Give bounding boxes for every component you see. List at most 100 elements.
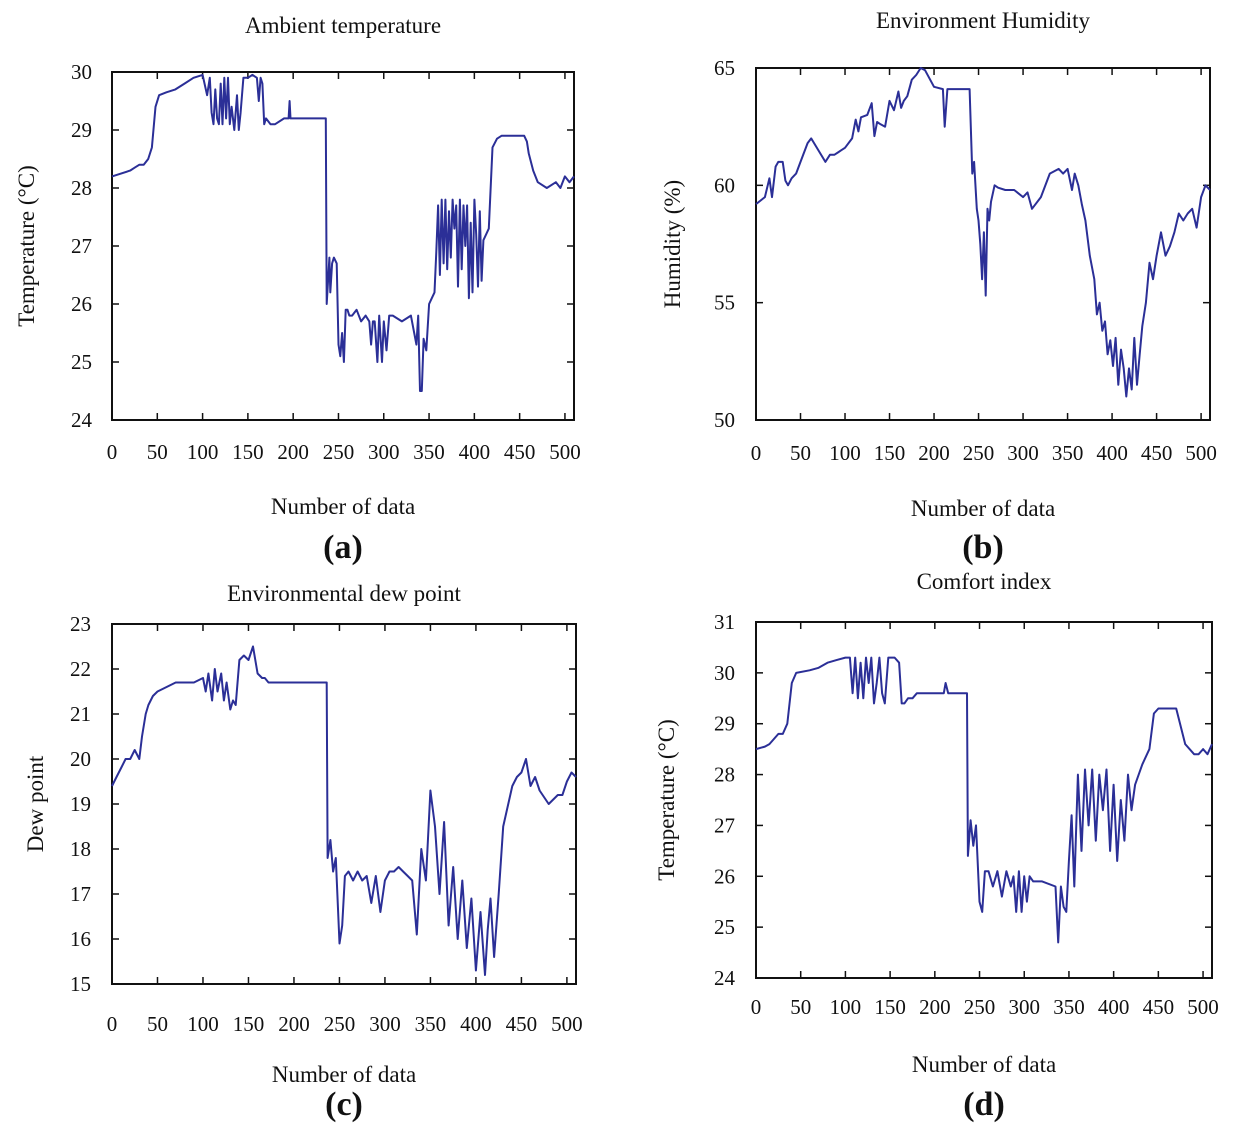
plot-frame	[755, 621, 1213, 979]
chart-title: Environmental dew point	[227, 581, 461, 606]
y-tick-label: 29	[714, 712, 735, 736]
x-tick-label: 500	[549, 440, 581, 464]
plot-frame	[755, 67, 1211, 421]
y-tick-label: 16	[70, 927, 91, 951]
y-tick-label: 17	[70, 882, 91, 906]
y-axis-label: Dew point	[23, 755, 48, 852]
panel-label: (c)	[325, 1086, 363, 1123]
chart-panel-a: Ambient temperature 0 50 100 150 200 250 300 350…	[0, 0, 620, 570]
x-axis-label: Number of data	[272, 1062, 416, 1087]
x-tick-label: 100	[187, 1012, 219, 1036]
x-tick-label: 400	[460, 1012, 492, 1036]
y-tick-label: 28	[714, 763, 735, 787]
y-tick-label: 19	[70, 792, 91, 816]
chart-c-svg: Environmental dew point 0 50 100 150 200 250 30…	[23, 581, 583, 1123]
panel-label: (b)	[962, 529, 1004, 566]
y-tick-label: 55	[714, 291, 735, 315]
x-tick-label: 350	[1052, 441, 1084, 465]
x-tick-label: 500	[551, 1012, 583, 1036]
chart-b-svg: Environment Humidity 0 50 100 150 200 250 300 35…	[660, 8, 1217, 566]
y-axis-label: Humidity (%)	[660, 180, 685, 308]
y-axis-label: Temperature (°C)	[654, 719, 679, 880]
chart-d-svg: Comfort index 0 50 100 150 200 250 300 350 400 450…	[654, 569, 1219, 1123]
plot-frame	[111, 623, 577, 985]
y-tick-label: 15	[70, 972, 91, 996]
y-tick-label: 25	[714, 915, 735, 939]
x-tick-label: 350	[1053, 995, 1085, 1019]
x-tick-label: 450	[506, 1012, 538, 1036]
y-tick-label: 24	[71, 408, 93, 432]
series-line	[111, 73, 575, 392]
y-tick-label: 20	[70, 747, 91, 771]
x-tick-label: 50	[790, 995, 811, 1019]
x-tick-label: 0	[107, 1012, 118, 1036]
x-tick-label: 200	[277, 440, 309, 464]
x-tick-label: 450	[504, 440, 536, 464]
x-tick-label: 350	[413, 440, 445, 464]
panel-label: (a)	[323, 529, 363, 566]
x-tick-label: 150	[232, 440, 264, 464]
y-tick-label: 23	[70, 612, 91, 636]
x-tick-label: 400	[1098, 995, 1130, 1019]
x-tick-label: 0	[751, 995, 762, 1019]
x-tick-label: 200	[278, 1012, 310, 1036]
panel-label: (d)	[963, 1086, 1005, 1123]
y-axis-label: Temperature (°C)	[14, 165, 39, 326]
x-tick-label: 400	[1096, 441, 1128, 465]
y-tick-label: 25	[71, 350, 92, 374]
x-tick-label: 100	[187, 440, 219, 464]
x-tick-label: 450	[1143, 995, 1175, 1019]
y-tick-label: 22	[70, 657, 91, 681]
x-tick-label: 50	[147, 1012, 168, 1036]
x-tick-label: 0	[751, 441, 762, 465]
x-tick-label: 250	[963, 441, 995, 465]
x-tick-label: 0	[107, 440, 118, 464]
x-tick-label: 450	[1141, 441, 1173, 465]
y-tick-label: 50	[714, 408, 735, 432]
y-tick-label: 26	[714, 864, 735, 888]
x-tick-label: 200	[918, 441, 950, 465]
y-tick-label: 31	[714, 610, 735, 634]
y-tick-label: 24	[714, 966, 736, 990]
x-tick-label: 500	[1185, 441, 1217, 465]
x-tick-label: 500	[1187, 995, 1219, 1019]
chart-panel-d: Comfort index 0 50 100 150 200 250 300 350 400 450…	[628, 569, 1255, 1128]
y-tick-label: 26	[71, 292, 92, 316]
y-tick-label: 28	[71, 176, 92, 200]
chart-panel-b: Environment Humidity 0 50 100 150 200 250 300 35…	[628, 0, 1255, 570]
x-tick-label: 250	[324, 1012, 356, 1036]
x-tick-label: 150	[874, 995, 906, 1019]
y-tick-label: 65	[714, 56, 735, 80]
x-tick-label: 50	[790, 441, 811, 465]
x-tick-label: 100	[829, 441, 861, 465]
x-tick-label: 200	[919, 995, 951, 1019]
x-tick-label: 250	[964, 995, 996, 1019]
series-line	[755, 656, 1213, 944]
series-line	[111, 645, 577, 976]
x-tick-label: 50	[147, 440, 168, 464]
y-tick-label: 60	[714, 173, 735, 197]
plot-frame	[111, 71, 575, 421]
y-tick-label: 21	[70, 702, 91, 726]
chart-a-svg: Ambient temperature 0 50 100 150 200 250 300 350…	[14, 13, 581, 566]
x-tick-label: 350	[415, 1012, 447, 1036]
x-tick-label: 250	[323, 440, 355, 464]
chart-panel-c: Environmental dew point 0 50 100 150 200 250 30…	[0, 570, 620, 1128]
x-tick-label: 300	[369, 1012, 401, 1036]
series-line	[755, 67, 1211, 398]
x-tick-label: 300	[368, 440, 400, 464]
y-tick-label: 30	[714, 661, 735, 685]
y-tick-label: 30	[71, 60, 92, 84]
chart-title: Comfort index	[917, 569, 1052, 594]
x-tick-label: 100	[830, 995, 862, 1019]
y-tick-label: 27	[714, 813, 735, 837]
y-tick-label: 29	[71, 118, 92, 142]
y-tick-label: 18	[70, 837, 91, 861]
x-tick-label: 150	[233, 1012, 265, 1036]
x-tick-label: 400	[459, 440, 491, 464]
x-tick-label: 300	[1008, 995, 1040, 1019]
chart-title: Ambient temperature	[245, 13, 441, 38]
x-tick-label: 300	[1007, 441, 1039, 465]
x-axis-label: Number of data	[271, 494, 415, 519]
x-axis-label: Number of data	[911, 496, 1055, 521]
